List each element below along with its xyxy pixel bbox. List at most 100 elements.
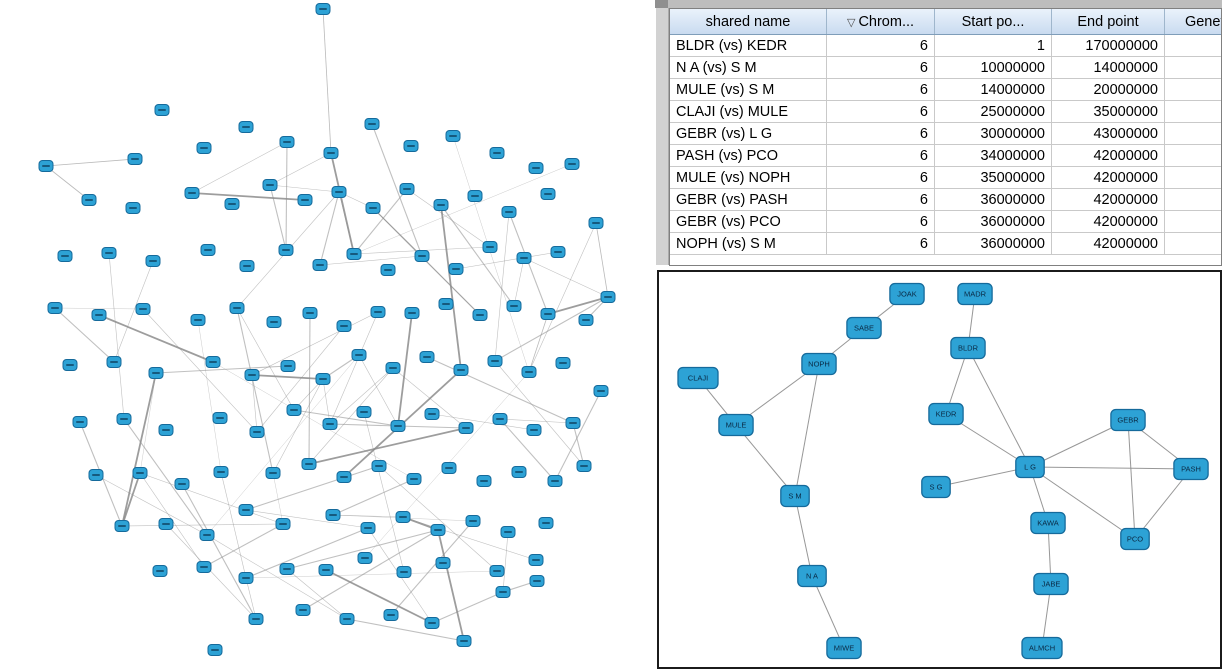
edge[interactable] (353, 163, 573, 255)
edge[interactable] (440, 204, 462, 371)
edge[interactable] (269, 184, 287, 251)
edge[interactable] (329, 367, 394, 425)
edge[interactable] (528, 313, 549, 373)
sort-filter-icon[interactable]: ▽ (846, 16, 856, 29)
column-header-chrom---[interactable]: ▽ Chrom... (826, 9, 935, 35)
edge[interactable] (502, 531, 509, 593)
table-cell[interactable]: GEBR (vs) PASH (670, 188, 827, 211)
edge[interactable] (256, 325, 345, 433)
table-row[interactable]: MULE (vs) S M614000000200000007.5 (670, 78, 1221, 101)
edge[interactable] (325, 569, 433, 624)
edge[interactable] (54, 307, 115, 363)
subnetwork-panel[interactable]: JOAK MADR SABE BLDR NOPH CLAJI KEDR GEBR MULE L G… (657, 270, 1222, 669)
edge[interactable] (452, 135, 530, 373)
edge[interactable] (437, 529, 465, 642)
table-cell[interactable]: CLAJI (vs) MULE (670, 100, 827, 123)
edge[interactable] (245, 527, 369, 579)
edge[interactable] (322, 378, 331, 425)
edge[interactable] (139, 372, 157, 474)
table-cell[interactable]: 6.6 (1164, 56, 1221, 79)
node-MIWE[interactable]: MIWE (826, 636, 862, 660)
table-cell[interactable]: 35000000 (1051, 100, 1165, 123)
table-cell[interactable]: 6 (826, 166, 935, 189)
edge[interactable] (123, 418, 208, 536)
edge[interactable] (108, 252, 125, 420)
edge[interactable] (191, 192, 306, 201)
node-KEDR[interactable]: KEDR (928, 402, 964, 426)
table-cell[interactable]: 7.5 (1164, 78, 1221, 101)
column-header-end-point[interactable]: End point (1051, 9, 1165, 35)
node-SM[interactable]: S M (780, 484, 810, 508)
edge[interactable] (206, 354, 360, 536)
main-network-canvas[interactable] (0, 0, 655, 669)
edge[interactable] (302, 529, 439, 611)
table-cell[interactable]: 8.9 (1164, 188, 1221, 211)
table-cell[interactable]: 6 (826, 144, 935, 167)
table-cell[interactable]: 35000000 (934, 166, 1052, 189)
edge[interactable] (285, 141, 288, 251)
table-row[interactable]: N A (vs) S M610000000140000006.6 (670, 56, 1221, 79)
table-cell[interactable]: 10.5 (1164, 166, 1221, 189)
edge[interactable] (499, 418, 574, 424)
edge[interactable] (572, 422, 585, 467)
edge[interactable] (121, 472, 141, 527)
edge[interactable] (293, 409, 399, 427)
table-cell[interactable]: GEBR (vs) PCO (670, 210, 827, 233)
edge[interactable] (251, 374, 324, 380)
table-cell[interactable]: 14000000 (934, 78, 1052, 101)
node-KAWA[interactable]: KAWA (1030, 511, 1066, 535)
table-row[interactable]: GEBR (vs) PASH636000000420000008.9 (670, 188, 1221, 211)
table-cell[interactable]: GEBR (vs) L G (670, 122, 827, 145)
edge[interactable] (220, 471, 247, 579)
table-cell[interactable]: BLDR (vs) KEDR (670, 34, 827, 57)
node-ALMCH[interactable]: ALMCH (1021, 636, 1063, 660)
table-cell[interactable]: 6 (826, 56, 935, 79)
column-header-genetic---[interactable]: Genetic... (1164, 9, 1221, 35)
node-SABE[interactable]: SABE (846, 316, 882, 340)
node-MULE[interactable]: MULE (718, 413, 754, 437)
edge[interactable] (155, 365, 289, 374)
edge[interactable] (191, 141, 288, 194)
edge-LG-PASH[interactable] (1029, 466, 1192, 470)
edge[interactable] (329, 311, 379, 425)
table-cell[interactable]: 36000000 (934, 232, 1052, 255)
table-cell[interactable]: 43000000 (1051, 122, 1165, 145)
table-cell[interactable]: MULE (vs) S M (670, 78, 827, 101)
table-row[interactable]: GEBR (vs) L G6300000004300000016.9 (670, 122, 1221, 145)
edge-NOPH-SM[interactable] (794, 363, 820, 497)
edge[interactable] (245, 465, 380, 511)
edge[interactable] (251, 311, 379, 376)
table-cell[interactable]: 5.9 (1164, 100, 1221, 123)
edge[interactable] (272, 472, 284, 525)
edge[interactable] (319, 191, 340, 266)
table-cell[interactable]: 192.0 (1164, 34, 1221, 57)
table-cell[interactable]: 6 (826, 188, 935, 211)
edge[interactable] (269, 184, 340, 193)
edge[interactable] (392, 367, 467, 429)
node-JOAK[interactable]: JOAK (889, 282, 925, 306)
edge[interactable] (332, 514, 404, 518)
node-CLAJI[interactable]: CLAJI (677, 366, 719, 390)
edge[interactable] (245, 509, 369, 529)
edge-BLDR-LG[interactable] (967, 347, 1031, 468)
table-cell[interactable]: 1 (934, 34, 1052, 57)
table-cell[interactable]: 170000000 (1051, 34, 1165, 57)
table-cell[interactable]: 6 (826, 122, 935, 145)
edge[interactable] (272, 378, 324, 474)
edge[interactable] (286, 568, 348, 620)
edge[interactable] (499, 418, 556, 482)
edge[interactable] (251, 374, 258, 433)
table-cell[interactable]: 42000000 (1051, 232, 1165, 255)
node-NA[interactable]: N A (797, 564, 827, 588)
node-JABE[interactable]: JABE (1033, 572, 1069, 596)
edge[interactable] (378, 465, 498, 572)
table-cell[interactable]: N A (vs) S M (670, 56, 827, 79)
edge[interactable] (206, 534, 348, 620)
edge[interactable] (390, 520, 474, 616)
edge[interactable] (528, 222, 597, 373)
table-cell[interactable]: 36000000 (934, 210, 1052, 233)
edge[interactable] (113, 260, 154, 363)
edge[interactable] (165, 523, 257, 620)
table-row[interactable]: CLAJI (vs) MULE625000000350000005.9 (670, 100, 1221, 123)
edge[interactable] (595, 222, 609, 298)
